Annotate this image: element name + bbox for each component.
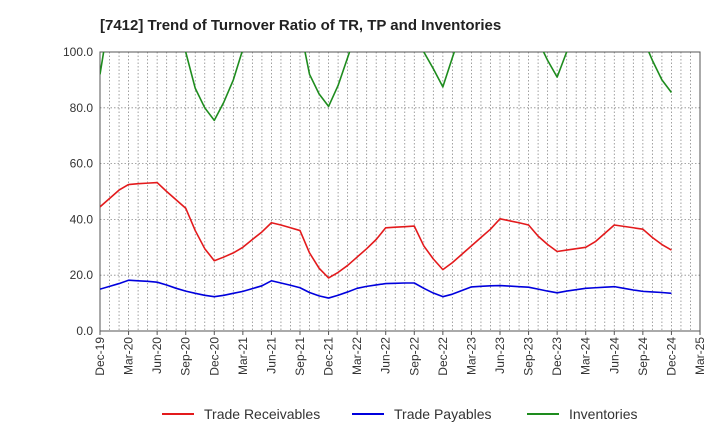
legend-label: Trade Receivables [204, 406, 320, 422]
y-tick-label: 80.0 [70, 101, 94, 115]
x-tick-label: Mar-21 [236, 337, 250, 375]
legend-label: Trade Payables [394, 406, 492, 422]
y-tick-label: 100.0 [63, 45, 93, 59]
y-tick-label: 40.0 [70, 212, 94, 226]
x-tick-label: Dec-23 [550, 337, 564, 376]
x-tick-label: Dec-22 [436, 337, 450, 376]
x-tick-label: Mar-20 [122, 337, 136, 375]
x-tick-label: Mar-25 [693, 337, 707, 375]
x-tick-label: Sep-21 [293, 337, 307, 376]
x-tick-label: Sep-22 [407, 337, 421, 376]
legend-label: Inventories [569, 406, 637, 422]
x-tick-label: Sep-23 [522, 337, 536, 376]
x-tick-label: Sep-24 [636, 337, 650, 376]
x-tick-label: Jun-20 [150, 337, 164, 374]
chart-title: [7412] Trend of Turnover Ratio of TR, TP… [100, 17, 501, 34]
y-tick-label: 0.0 [76, 324, 93, 338]
chart-legend: Trade Receivables Trade Payables Inventori… [162, 406, 637, 422]
x-tick-label: Jun-21 [264, 337, 278, 374]
plot-area: 0.0 20.0 40.0 60.0 80.0 100.0 Dec-19 Mar-20 Jun-… [63, 45, 707, 376]
x-tick-label: Jun-22 [379, 337, 393, 374]
series-line-trade-receivables [100, 181, 672, 279]
x-tick-label: Dec-24 [664, 337, 678, 376]
x-tick-label: Mar-22 [350, 337, 364, 375]
series-line-trade-payables [100, 279, 672, 299]
y-tick-label: 60.0 [70, 157, 94, 171]
series-line-inventories [100, 52, 673, 122]
x-tick-label: Mar-23 [464, 337, 478, 375]
x-tick-label: Jun-23 [493, 337, 507, 374]
y-tick-label: 20.0 [70, 268, 94, 282]
x-tick-label: Dec-20 [207, 337, 221, 376]
x-tick-label: Dec-21 [322, 337, 336, 376]
x-tick-label: Mar-24 [579, 337, 593, 375]
x-tick-label: Sep-20 [179, 337, 193, 376]
series-lines [100, 52, 673, 299]
plot-frame [99, 51, 701, 332]
x-tick-label: Jun-24 [607, 337, 621, 374]
x-tick-label: Dec-19 [93, 337, 107, 376]
